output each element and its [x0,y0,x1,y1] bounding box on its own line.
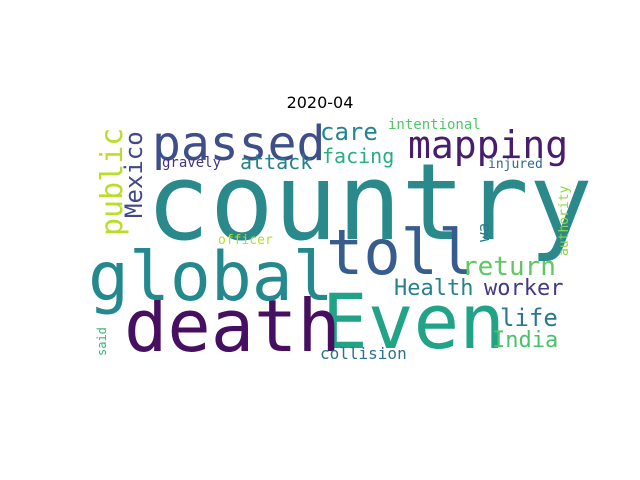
word-death: death [124,284,341,368]
word-toll: toll [326,216,476,289]
word-cloud: country Even death global toll passed ma… [80,116,593,368]
word-mexico: Mexico [120,131,148,218]
chart-title: 2020-04 [286,93,354,112]
word-facing: facing [322,144,395,168]
word-said: said [95,327,109,356]
word-collision: collision [320,344,407,363]
word-passed: passed [152,116,326,172]
word-health: Health [394,276,474,301]
word-wa: wa [474,222,493,242]
word-gravely: gravely [162,155,222,171]
word-attack: attack [240,150,313,174]
word-country: country [146,141,593,264]
word-intentional: intentional [388,117,481,133]
word-injured: injured [488,157,543,172]
word-global: global [88,238,334,317]
word-return: return [462,252,556,282]
word-care: care [320,118,378,146]
word-authority: authority [557,185,572,256]
word-india: India [492,328,559,353]
word-worker: worker [484,276,564,301]
word-even: Even [322,277,506,366]
word-life: life [500,304,558,332]
word-officer: officer [218,233,273,248]
word-mapping: mapping [408,123,569,167]
